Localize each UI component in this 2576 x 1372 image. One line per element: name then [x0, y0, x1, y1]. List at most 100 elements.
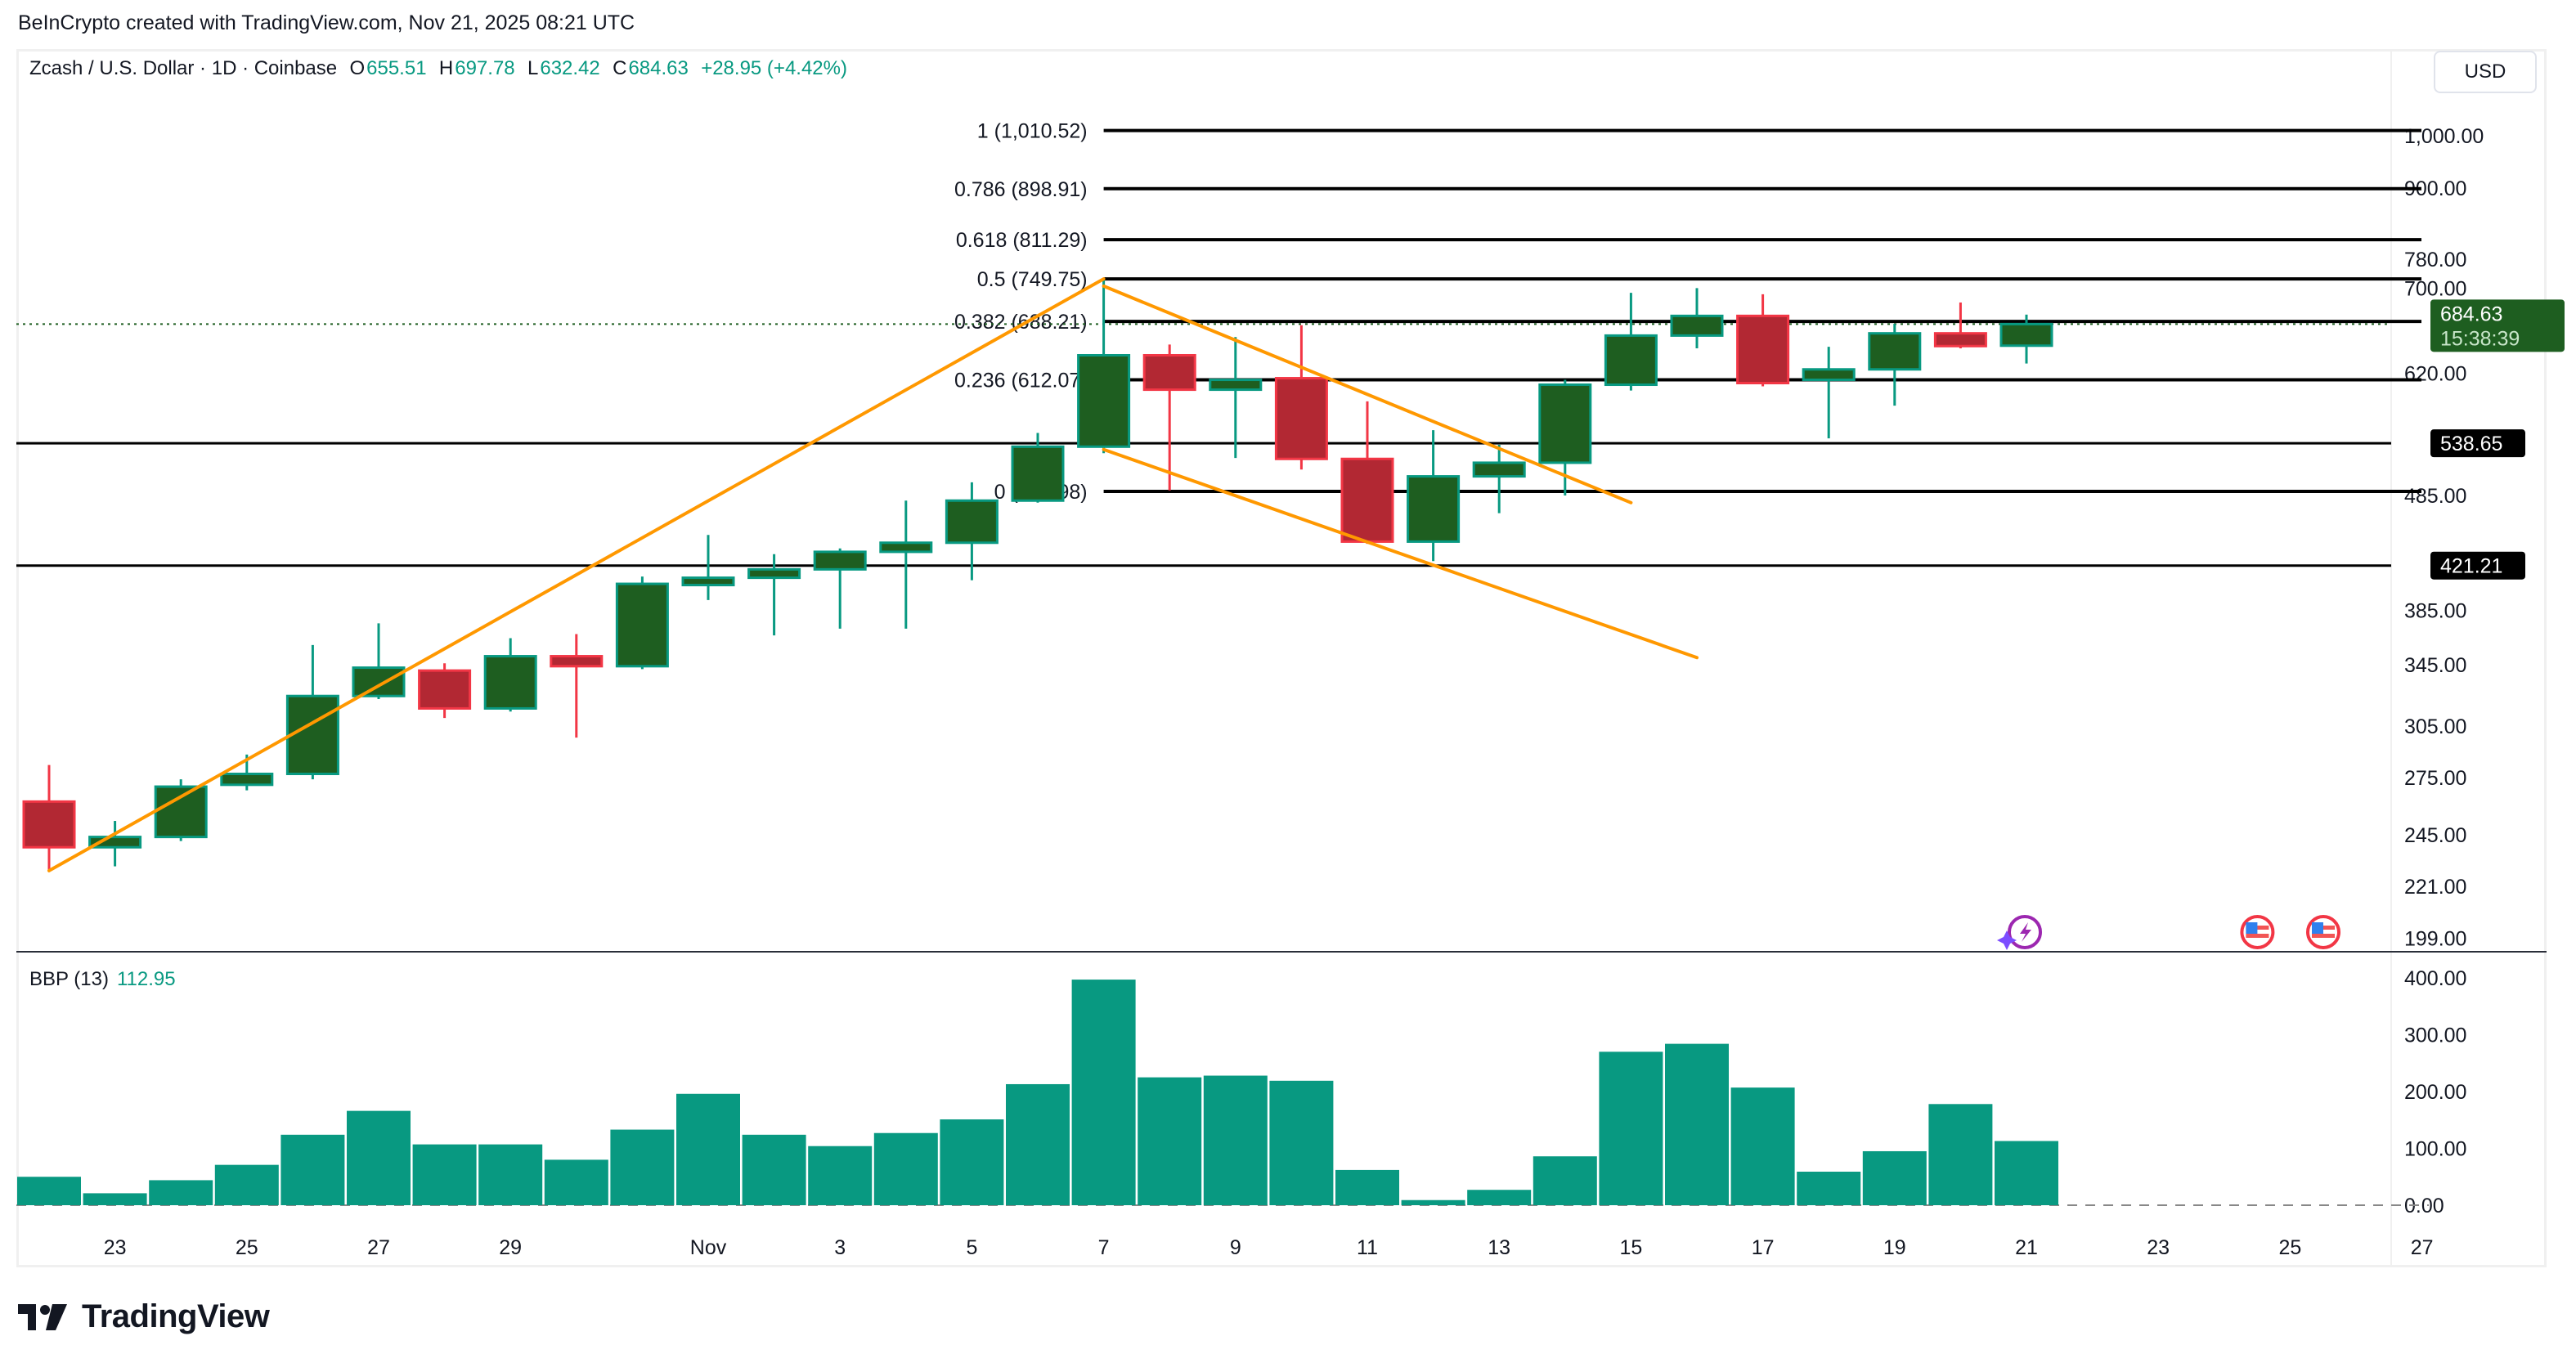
- bbp-bar[interactable]: [1006, 1083, 1070, 1205]
- candle[interactable]: [220, 754, 274, 791]
- symbol-name[interactable]: Zcash / U.S. Dollar · 1D · Coinbase: [29, 57, 338, 79]
- candle[interactable]: [285, 644, 339, 780]
- candle[interactable]: [418, 663, 472, 719]
- trendline[interactable]: [47, 277, 1106, 872]
- bbp-bar[interactable]: [149, 1180, 213, 1205]
- bbp-bar[interactable]: [1730, 1087, 1795, 1205]
- date-tick-label: 27: [367, 1236, 390, 1259]
- bbp-bar[interactable]: [1797, 1171, 1861, 1205]
- bbp-bar[interactable]: [347, 1110, 411, 1205]
- candle[interactable]: [1011, 433, 1065, 503]
- candle-body: [154, 785, 208, 839]
- trendline[interactable]: [1102, 284, 1633, 504]
- fib-level-label: 0.5 (749.75): [977, 268, 1088, 291]
- bbp-bar[interactable]: [1928, 1104, 1993, 1205]
- flag-canton: [2246, 922, 2258, 934]
- bbp-bar[interactable]: [214, 1164, 279, 1205]
- fib-level-label: 0.382 (688.21): [954, 311, 1088, 334]
- bbp-bar[interactable]: [1467, 1190, 1532, 1205]
- bbp-bar[interactable]: [1401, 1199, 1465, 1205]
- candle[interactable]: [1868, 324, 1922, 406]
- trendline[interactable]: [1102, 447, 1699, 660]
- candle[interactable]: [1407, 430, 1461, 562]
- bbp-bar[interactable]: [1335, 1169, 1399, 1205]
- date-tick-label: 21: [2015, 1236, 2038, 1259]
- bbp-bar[interactable]: [478, 1144, 543, 1205]
- candle[interactable]: [681, 535, 735, 600]
- last-price-badge: [2430, 299, 2565, 352]
- candle-body: [418, 669, 472, 710]
- bbp-bar[interactable]: [1138, 1077, 1202, 1205]
- candle[interactable]: [1472, 445, 1526, 513]
- date-tick-label: 3: [834, 1236, 846, 1259]
- candle[interactable]: [1802, 347, 1856, 439]
- bbp-bar[interactable]: [808, 1146, 873, 1205]
- bbp-bar[interactable]: [1599, 1051, 1663, 1205]
- bbp-bar[interactable]: [1269, 1080, 1334, 1205]
- candle[interactable]: [352, 623, 406, 699]
- us-flag-icon[interactable]: [2306, 915, 2340, 949]
- price-change: +28.95 (+4.42%): [701, 57, 847, 79]
- candle[interactable]: [1670, 288, 1724, 349]
- bbp-bar[interactable]: [1995, 1141, 2058, 1205]
- low-value: 632.42: [540, 57, 600, 79]
- bbp-bar[interactable]: [1862, 1150, 1927, 1205]
- candle[interactable]: [747, 554, 801, 636]
- candle[interactable]: [1340, 401, 1394, 545]
- date-tick-label: 7: [1098, 1236, 1110, 1259]
- candle[interactable]: [483, 638, 537, 712]
- bbp-name[interactable]: BBP (13): [29, 968, 109, 990]
- bbp-tick-label: 300.00: [2404, 1025, 2466, 1047]
- candle[interactable]: [1604, 293, 1658, 391]
- candle[interactable]: [1538, 379, 1592, 495]
- bbp-bar[interactable]: [544, 1159, 608, 1205]
- bbp-bar[interactable]: [742, 1134, 806, 1205]
- candle[interactable]: [550, 634, 604, 738]
- low-label: L: [527, 57, 539, 79]
- bbp-bar[interactable]: [1533, 1156, 1597, 1205]
- candle[interactable]: [1999, 314, 2053, 364]
- bbp-bar[interactable]: [1071, 980, 1136, 1205]
- tradingview-logo[interactable]: TradingView: [18, 1298, 270, 1335]
- candle-body: [352, 666, 406, 697]
- candle[interactable]: [945, 482, 999, 581]
- candle-body: [1407, 475, 1461, 543]
- candle-body: [550, 655, 604, 668]
- candle[interactable]: [879, 500, 933, 629]
- bar-countdown: 15:38:39: [2440, 327, 2520, 350]
- bbp-bar[interactable]: [1203, 1075, 1268, 1205]
- sparkle-glyph: [1997, 930, 2017, 950]
- bbp-bar[interactable]: [676, 1093, 740, 1205]
- horizontal-level-label: 538.65: [2440, 433, 2502, 455]
- bbp-bar[interactable]: [940, 1119, 1004, 1205]
- bbp-bar[interactable]: [280, 1134, 345, 1205]
- high-value: 697.78: [455, 57, 515, 79]
- bbp-bar[interactable]: [17, 1177, 81, 1205]
- bbp-bar[interactable]: [83, 1193, 147, 1205]
- lightning-event-icon[interactable]: [1997, 915, 2042, 950]
- candle[interactable]: [1736, 294, 1790, 387]
- date-tick-label: 23: [2147, 1236, 2170, 1259]
- candle[interactable]: [1274, 325, 1328, 470]
- candle[interactable]: [1209, 337, 1263, 459]
- candle-body: [945, 499, 999, 545]
- candle[interactable]: [1077, 279, 1131, 454]
- candle[interactable]: [1933, 302, 1987, 349]
- fib-level-label: 0.618 (811.29): [956, 229, 1088, 252]
- candle[interactable]: [813, 548, 867, 629]
- candle[interactable]: [615, 576, 669, 670]
- candle[interactable]: [22, 764, 76, 871]
- us-flag-icon[interactable]: [2240, 915, 2275, 949]
- bbp-bar[interactable]: [873, 1132, 938, 1205]
- date-tick-label: 29: [499, 1236, 522, 1259]
- bbp-bar[interactable]: [610, 1129, 675, 1205]
- date-tick-label: 9: [1230, 1236, 1241, 1259]
- high-label: H: [438, 57, 454, 79]
- candle[interactable]: [154, 779, 208, 841]
- currency-button[interactable]: USD: [2434, 51, 2537, 93]
- bbp-bar[interactable]: [412, 1144, 477, 1205]
- candle[interactable]: [1142, 344, 1196, 491]
- date-tick-label: 13: [1488, 1236, 1510, 1259]
- bbp-bar[interactable]: [1665, 1043, 1729, 1205]
